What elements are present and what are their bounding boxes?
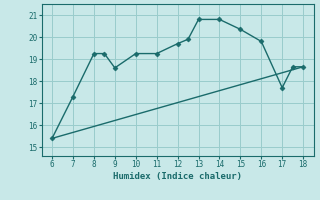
X-axis label: Humidex (Indice chaleur): Humidex (Indice chaleur) bbox=[113, 172, 242, 181]
